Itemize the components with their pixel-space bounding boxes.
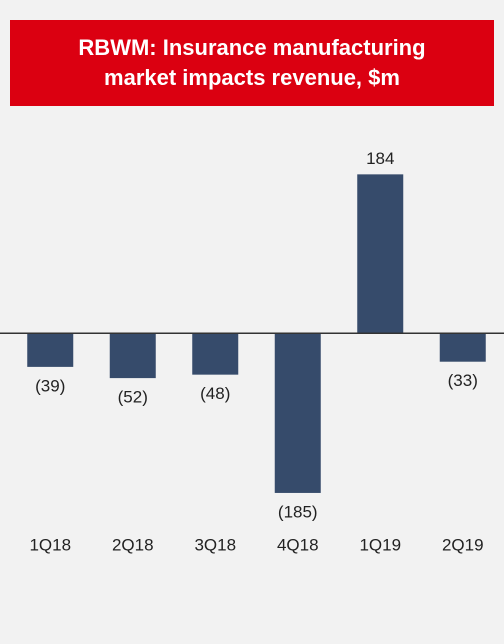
- chart-title: RBWM: Insurance manufacturing market imp…: [78, 35, 426, 90]
- bar: [27, 333, 74, 367]
- title-box: RBWM: Insurance manufacturing market imp…: [10, 20, 494, 106]
- value-label: (48): [200, 384, 230, 403]
- x-tick-label: 1Q19: [359, 535, 401, 554]
- bar: [192, 333, 239, 375]
- value-label: (39): [35, 376, 65, 395]
- bar: [439, 333, 486, 362]
- x-tick-label: 2Q19: [442, 535, 484, 554]
- bar: [274, 333, 321, 493]
- value-label: (52): [118, 388, 148, 407]
- x-tick-label: 1Q18: [29, 535, 71, 554]
- x-tick-label: 3Q18: [194, 535, 236, 554]
- value-label: 184: [366, 149, 394, 168]
- x-tick-label: 2Q18: [112, 535, 154, 554]
- bar: [109, 333, 156, 379]
- value-label: (185): [278, 502, 318, 521]
- bar: [357, 174, 404, 334]
- x-tick-label: 4Q18: [277, 535, 319, 554]
- value-label: (33): [448, 371, 478, 390]
